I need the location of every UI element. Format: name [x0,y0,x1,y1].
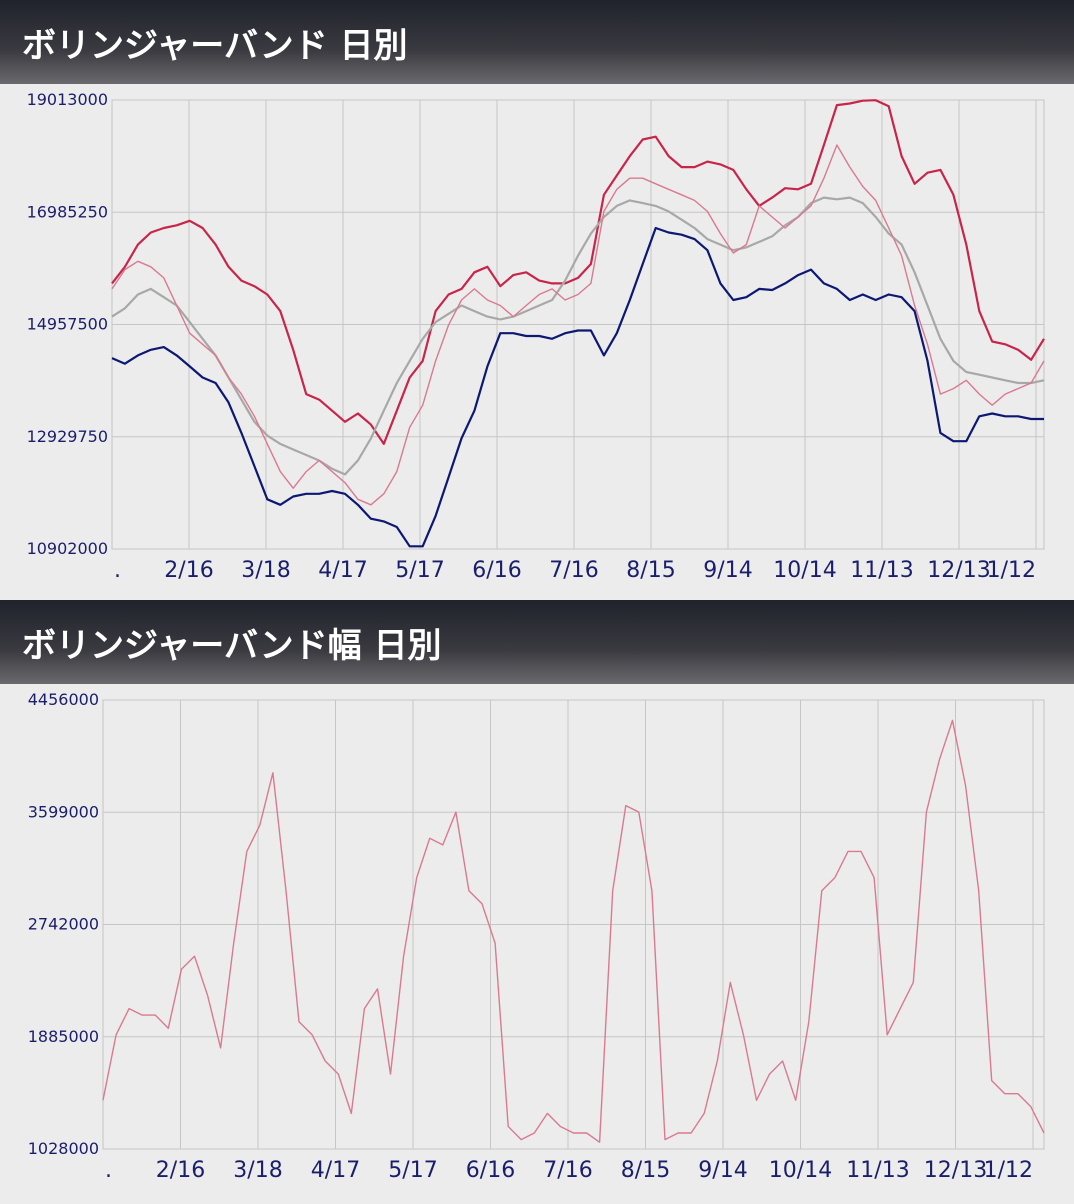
x-tick-label: 12/13 [924,1158,987,1183]
y-tick-label: 3599000 [28,802,99,821]
y-tick-label: 1885000 [28,1027,99,1046]
x-tick-label: 10/14 [773,558,836,583]
x-tick-label: 5/17 [388,1158,437,1183]
x-tick-label: 2/16 [164,558,213,583]
x-tick-label: 7/16 [543,1158,592,1183]
bollinger-band-width-chart: 4456000 3599000 2742000 1885000 1028000. 2/16… [28,690,1045,1183]
x-tick-label: 6/16 [472,558,521,583]
x-tick-label: 8/15 [626,558,675,583]
y-tick-label: 14957500 [27,315,108,334]
series-line-upper [111,99,1045,445]
x-tick-label: 11/13 [850,558,913,583]
x-tick-label: 11/13 [846,1158,909,1183]
x-tick-label: 7/16 [549,558,598,583]
series-line-middle [111,196,1045,476]
series-line-price [111,144,1045,506]
y-tick-label: 16985250 [27,202,108,221]
y-tick-label: 4456000 [28,690,99,709]
x-tick-label: 12/13 [927,558,990,583]
x-tick-label: 9/14 [703,558,752,583]
y-tick-label: 10902000 [27,539,108,558]
x-tick-label: 9/14 [698,1158,747,1183]
x-tick-label: 5/17 [395,558,444,583]
bollinger-band-chart: 19013000 16985250 14957500 12929750 10902000… [27,90,1045,583]
y-tick-label: 2742000 [28,915,99,934]
x-tick-label: 1/12 [987,558,1036,583]
x-tick-label: 3/18 [233,1158,282,1183]
x-tick-label: 8/15 [621,1158,670,1183]
x-tick-label: 4/17 [318,558,367,583]
x-tick-label: 10/14 [769,1158,832,1183]
x-tick-label: 2/16 [156,1158,205,1183]
chart1-title: ボリンジャーバンド 日別 [0,0,1074,84]
chart2-title: ボリンジャーバンド幅 日別 [0,600,1074,684]
x-tick-label: 4/17 [311,1158,360,1183]
x-tick-label: . [105,1158,112,1183]
x-tick-label: 1/12 [984,1158,1033,1183]
y-tick-label: 1028000 [28,1139,99,1158]
series-line-lower [111,226,1044,548]
x-tick-label: 6/16 [466,1158,515,1183]
series-line-width [102,719,1045,1143]
bollinger-band-width-chart-panel: 4456000 3599000 2742000 1885000 1028000. 2/16… [0,684,1074,1200]
bollinger-band-chart-panel: 19013000 16985250 14957500 12929750 10902000… [0,84,1074,600]
y-tick-label: 12929750 [27,427,108,446]
y-tick-label: 19013000 [27,90,108,109]
x-tick-label: 3/18 [241,558,290,583]
x-tick-label: . [114,558,121,583]
